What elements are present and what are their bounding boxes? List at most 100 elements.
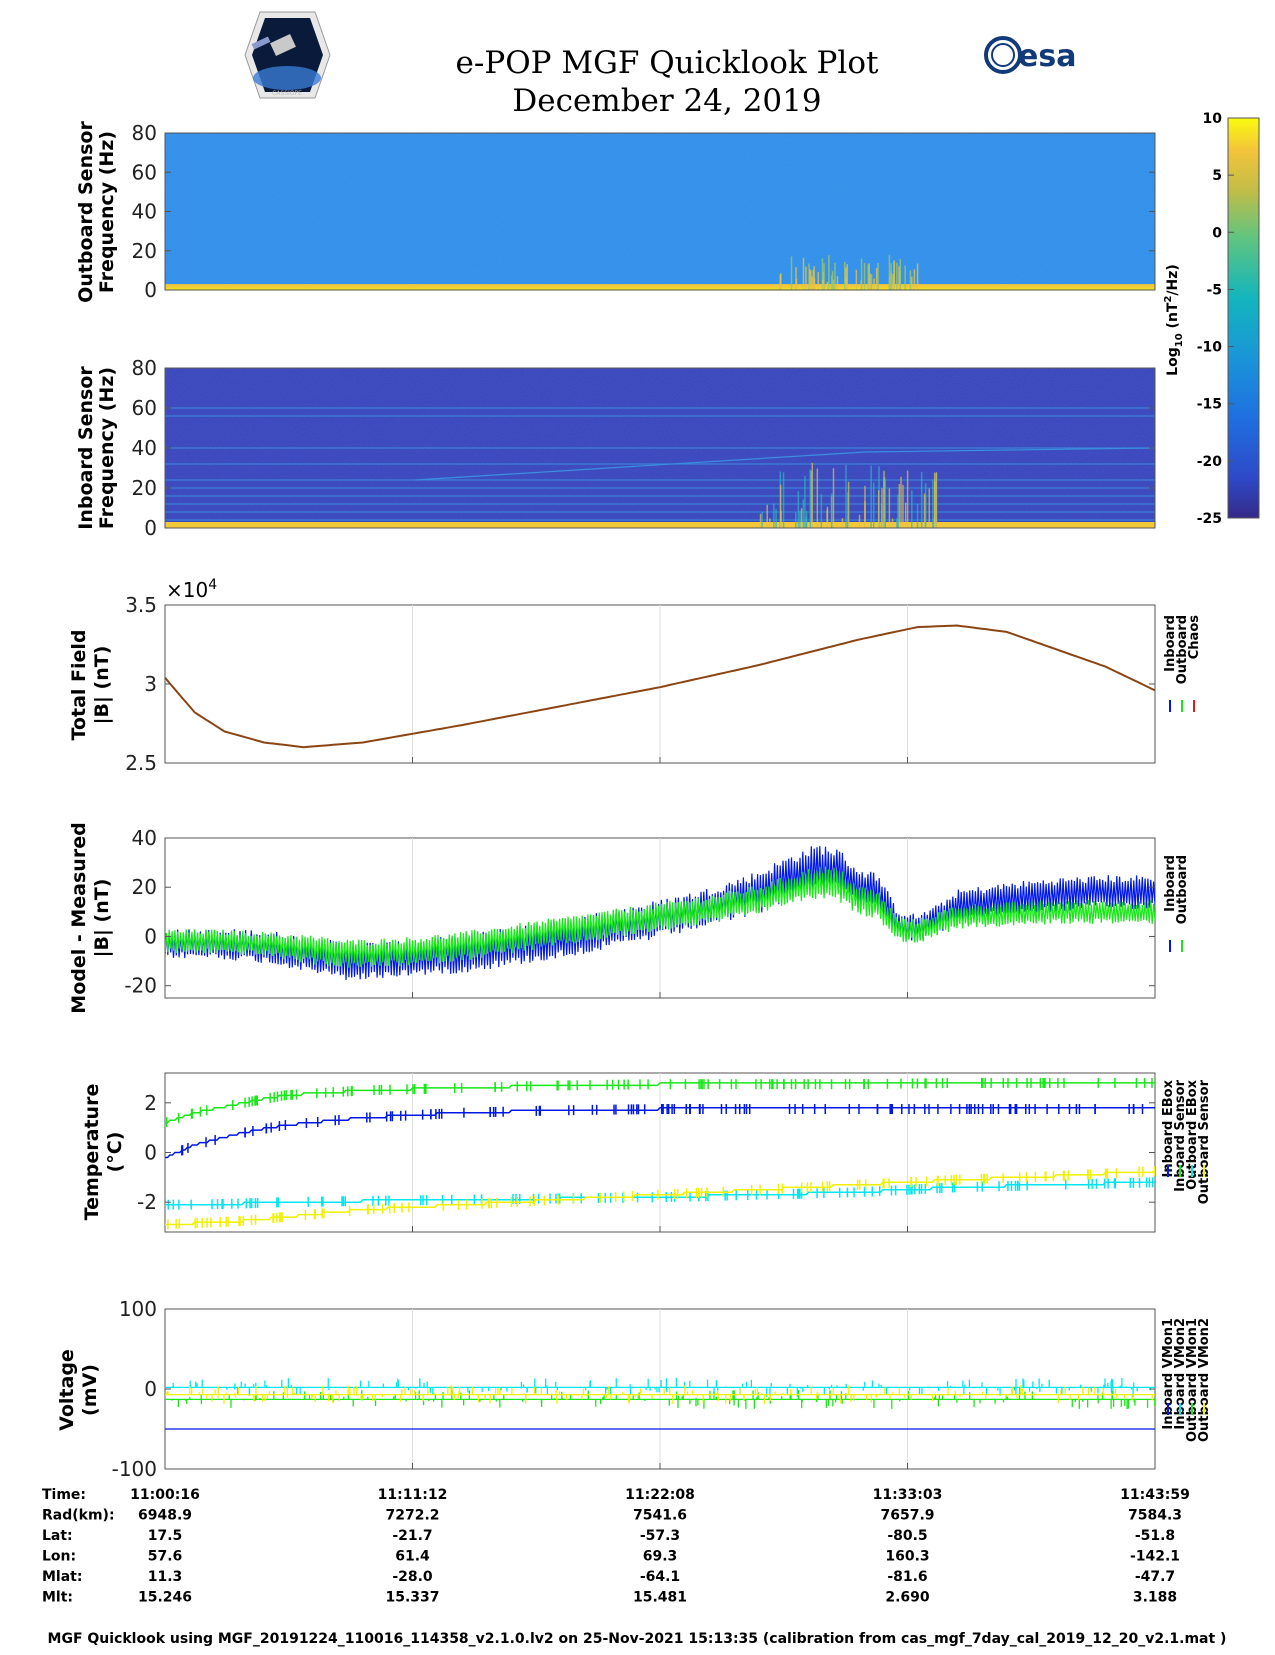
outboard-burst-mark [909, 270, 912, 290]
orbit-cell: 7541.6 [633, 1508, 687, 1524]
colorbar-tick-label: -15 [1197, 397, 1222, 413]
inboard-burst-mark [794, 512, 797, 528]
colorbar-tick-label: -5 [1206, 282, 1222, 298]
inboard-burst-mark [932, 518, 935, 528]
temperature-legend-label: Inboard EBox [1161, 1079, 1176, 1177]
total-field-ytick-label: 3 [144, 672, 157, 696]
inboard-burst-mark [847, 481, 850, 528]
inboard-spectrogram-ytick-label: 0 [144, 516, 157, 540]
inboard-burst-mark [782, 472, 785, 528]
voltage-legend-label: Inboard VMon1 [1161, 1318, 1176, 1430]
temperature-inboard-sensor-line [165, 1082, 1155, 1124]
orbit-cell: 15.246 [138, 1590, 192, 1606]
colorbar-ticks: 10 5 0 -5 -10 -15 -20 -25 [1197, 111, 1234, 527]
outboard-spectrogram-noise [165, 133, 1155, 290]
inboard-burst-mark [870, 465, 872, 528]
orbit-cell: 15.337 [385, 1590, 439, 1606]
temperature-ytick-label: 2 [144, 1091, 157, 1115]
orbit-row-label: Time: [42, 1487, 86, 1503]
temperature-ytick-label: 0 [144, 1141, 157, 1165]
inboard-burst-mark [902, 484, 904, 528]
inboard-burst-mark [830, 493, 833, 528]
orbit-cell: 17.5 [148, 1528, 183, 1544]
inboard-burst-mark [841, 518, 844, 528]
temperature-legend-label: Inboard Sensor [1173, 1079, 1188, 1191]
total-field-legend-label: Inboard [1163, 615, 1178, 672]
model-minus-measured-outboard-line [165, 866, 1155, 968]
voltage-ylabel-1: Voltage [56, 1349, 78, 1431]
total-field-grid [412, 605, 908, 763]
total-field-line [165, 624, 1155, 749]
voltage-ytick-label: 0 [144, 1377, 157, 1401]
inboard-drifting-line [414, 447, 1156, 481]
temperature-ylabel-2: (°C) [104, 1132, 126, 1173]
voltage-yticks: -100 0 100 [112, 1297, 1155, 1481]
inboard-burst-mark [805, 510, 808, 528]
outboard-burst-mark [779, 275, 782, 290]
orbit-cell: 15.481 [633, 1590, 687, 1606]
inboard-burst-mark [761, 511, 763, 528]
outboard-spectrogram-yticks: 0 20 40 60 80 [132, 121, 1155, 302]
outboard-low-band [165, 284, 1155, 290]
orbit-cell: -142.1 [1130, 1549, 1180, 1565]
voltage-legend-label: Outboard VMon2 [1197, 1318, 1212, 1442]
temperature-outboard-sensor-line [165, 1169, 1155, 1226]
orbit-cell: 61.4 [395, 1549, 430, 1565]
outboard-dc-band [165, 287, 1155, 290]
voltage-grid [412, 1309, 908, 1469]
page-date: December 24, 2019 [512, 83, 821, 119]
outboard-burst-mark [817, 272, 820, 290]
colorbar-label: Log10 (nT2/Hz) [1163, 264, 1185, 376]
outboard-burst-mark [892, 273, 894, 290]
outboard-burst-mark [808, 263, 810, 290]
outboard-spectrogram-ytick-label: 0 [144, 278, 157, 302]
inboard-burst-mark [932, 479, 934, 528]
model-minus-measured-panel: -20 0 20 40 Model - Measured |B| (nT) Inboa… [68, 822, 1190, 1013]
total-field-ylabel-2: |B| (nT) [91, 646, 113, 725]
outboard-burst-mark [863, 262, 866, 290]
orbit-row-label: Mlt: [42, 1590, 73, 1606]
orbit-cell: 11:00:16 [130, 1487, 200, 1503]
colorbar-tick-label: -10 [1197, 340, 1223, 356]
outboard-burst-mark [790, 256, 793, 290]
outboard-burst-mark [812, 269, 815, 290]
model-minus-measured-yticks: -20 0 20 40 [124, 826, 1155, 998]
inboard-burst-mark [872, 482, 875, 528]
orbit-cell: 11.3 [148, 1569, 183, 1585]
inboard-burst-mark [809, 469, 812, 528]
inboard-burst-mark [858, 514, 861, 528]
inboard-burst-mark [779, 484, 782, 528]
outboard-burst-mark [904, 265, 906, 290]
orbit-cell: -51.8 [1135, 1528, 1175, 1544]
outboard-burst-mark [867, 264, 869, 290]
outboard-burst-mark [809, 269, 811, 290]
inboard-burst-mark [769, 518, 771, 528]
inboard-low-band [165, 522, 1155, 528]
orbit-cell: 160.3 [885, 1549, 929, 1565]
temperature-ylabel-1: Temperature [81, 1084, 103, 1221]
outboard-burst-mark [845, 278, 847, 290]
inboard-burst-mark [877, 490, 880, 528]
total-field-ytick-label: 2.5 [125, 751, 157, 775]
voltage-ytick-label: 100 [119, 1297, 157, 1321]
outboard-burst-mark [830, 275, 833, 290]
temperature-grid [412, 1073, 908, 1232]
outboard-spectrogram-features [165, 254, 1155, 290]
total-field-ytick-label: 3.5 [125, 593, 157, 617]
colorbar-gradient [1227, 117, 1260, 519]
inboard-burst-mark [845, 465, 847, 528]
model-minus-measured-ytick-label: -20 [124, 974, 157, 998]
inboard-burst-mark [898, 484, 901, 528]
outboard-burst-mark [913, 269, 916, 290]
model-minus-measured-legend-label: Inboard [1163, 855, 1178, 912]
outboard-burst-mark [831, 271, 834, 290]
inboard-burst-mark [883, 470, 885, 528]
outboard-burst-mark [899, 270, 901, 290]
inboard-burst-mark [897, 494, 899, 528]
inboard-burst-mark [820, 493, 823, 528]
inboard-burst-mark [799, 510, 801, 528]
inboard-burst-mark [810, 470, 812, 528]
